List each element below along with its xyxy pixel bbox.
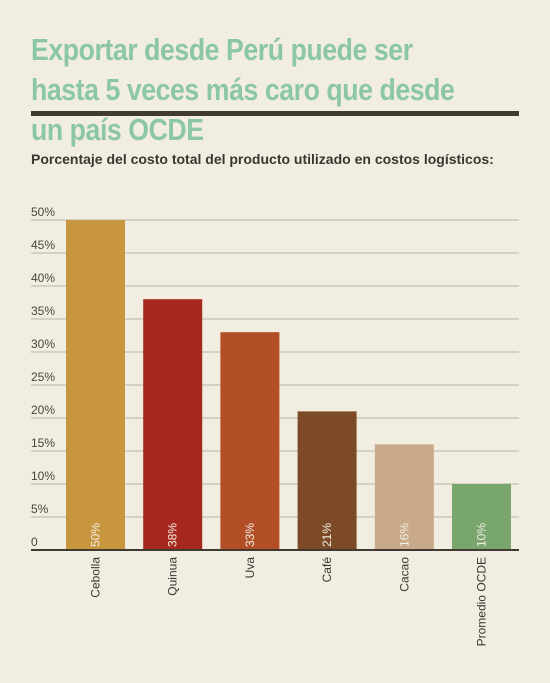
category-label: Café (320, 557, 334, 583)
category-label: Uva (243, 557, 257, 579)
y-tick-label: 30% (31, 337, 55, 351)
category-label: Cebolla (89, 557, 103, 598)
bar-value-label: 50% (89, 523, 103, 547)
category-label: Promedio OCDE (475, 557, 489, 646)
bar (220, 332, 280, 550)
y-tick-label: 5% (31, 502, 49, 516)
bar-value-label: 21% (320, 523, 334, 547)
bar (297, 411, 357, 550)
category-label: Cacao (397, 557, 411, 592)
chart-subtitle: Porcentaje del costo total del producto … (31, 151, 494, 167)
y-tick-label: 40% (31, 271, 55, 285)
y-tick-label: 15% (31, 436, 55, 450)
bar-value-label: 38% (166, 523, 180, 547)
bar (374, 444, 434, 550)
bar (66, 220, 125, 550)
title-divider (31, 111, 519, 116)
y-tick-label: 0 (31, 535, 38, 549)
chart-title: Exportar desde Perú puede ser hasta 5 ve… (31, 32, 455, 147)
y-tick-label: 20% (31, 403, 55, 417)
y-tick-label: 45% (31, 238, 55, 252)
category-label: Quinua (166, 557, 180, 596)
bar (143, 299, 203, 550)
y-tick-label: 10% (31, 469, 55, 483)
bar-value-label: 16% (397, 523, 411, 547)
y-tick-label: 25% (31, 370, 55, 384)
y-tick-label: 50% (31, 205, 55, 219)
y-tick-label: 35% (31, 304, 55, 318)
bar (452, 484, 511, 550)
bar-value-label: 33% (243, 523, 257, 547)
bar-value-label: 10% (475, 523, 489, 547)
